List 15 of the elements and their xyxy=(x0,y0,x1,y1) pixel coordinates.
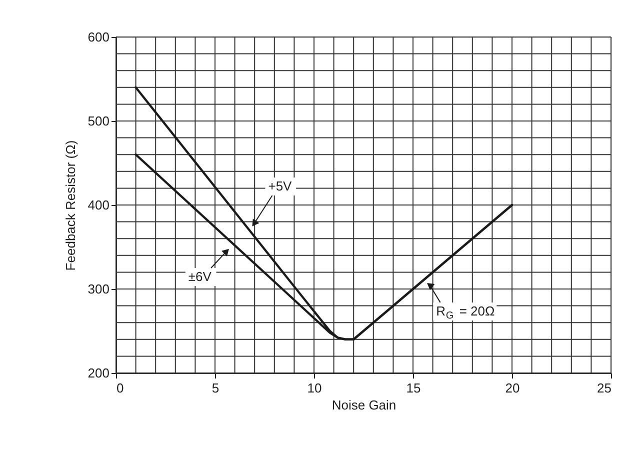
annotation: +5V xyxy=(268,178,292,194)
x-axis-title: Noise Gain xyxy=(332,398,396,412)
y-tick-label: 300 xyxy=(88,282,110,296)
y-tick-label: 400 xyxy=(88,198,110,212)
y-tick-label: 500 xyxy=(88,114,110,128)
x-tick-label: 10 xyxy=(307,380,322,396)
x-tick-label: 5 xyxy=(212,380,220,396)
x-tick-label: 20 xyxy=(505,380,520,396)
y-tick-label: 600 xyxy=(88,30,110,44)
x-tick-label: 15 xyxy=(406,380,421,396)
x-tick-label: 25 xyxy=(597,380,612,396)
annotation: ±6V xyxy=(188,269,212,284)
x-tick-label: 0 xyxy=(116,380,124,396)
y-axis-title: Feedback Resistor (Ω) xyxy=(62,140,78,271)
y-tick-label: 200 xyxy=(88,366,110,380)
